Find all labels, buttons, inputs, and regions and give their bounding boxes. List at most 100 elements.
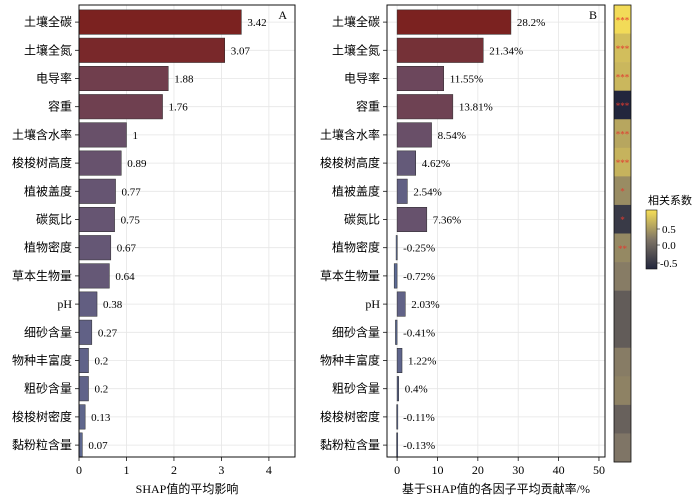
correlation-cell (614, 404, 631, 434)
data-label: 0.2 (94, 356, 108, 368)
data-label: 2.54% (413, 186, 441, 198)
data-label: 0.38 (103, 299, 123, 311)
significance-marker: *** (616, 101, 630, 111)
y-tick-label: 物种丰富度 (320, 353, 380, 368)
y-tick-label: 梭梭树密度 (12, 409, 72, 424)
correlation-cell (614, 347, 631, 377)
data-label: 21.34% (489, 45, 523, 57)
x-tick-label: 30 (512, 463, 524, 477)
y-tick-label: 草本生物量 (12, 269, 72, 283)
colorbar-title: 相关系数 (648, 193, 692, 207)
data-label: 1.88 (174, 74, 194, 86)
data-label: -0.41% (403, 327, 435, 339)
bar (396, 150, 416, 176)
bar (78, 263, 110, 289)
bar (78, 319, 93, 345)
correlation-cell (614, 290, 631, 320)
data-label: -0.72% (403, 271, 435, 283)
bar (78, 376, 89, 402)
data-label: 0.77 (122, 186, 142, 198)
significance-marker: * (620, 187, 625, 197)
y-tick-label: 土壤全氮 (24, 42, 72, 57)
colorbar-tick-high: 0.5 (662, 224, 676, 236)
correlation-cell (614, 119, 631, 149)
data-label: -0.25% (403, 243, 435, 255)
data-label: 8.54% (438, 130, 466, 142)
y-tick-label: pH (365, 297, 380, 311)
bar (396, 404, 399, 430)
correlation-strip-frame (613, 4, 632, 463)
y-tick-label: 粗砂含量 (24, 381, 72, 396)
data-label: 0.27 (98, 327, 118, 339)
data-label: 0.67 (117, 243, 137, 255)
x-tick-label: 2 (171, 463, 177, 477)
y-tick-label: 草本生物量 (320, 269, 380, 283)
x-tick-label: 50 (593, 463, 605, 477)
y-tick-label: 土壤全碳 (24, 14, 72, 29)
bar (78, 37, 225, 63)
correlation-cell (614, 262, 631, 291)
bar (393, 263, 398, 289)
bar (78, 150, 122, 176)
x-tick-label: 20 (472, 463, 484, 477)
x-tick-label: 3 (218, 463, 224, 477)
bar (395, 319, 398, 345)
data-label: 1.22% (408, 356, 436, 368)
bar (396, 207, 428, 232)
colorbar-gradient (645, 209, 658, 270)
bar (395, 235, 398, 261)
correlation-cell (614, 62, 631, 91)
significance-marker: ** (618, 244, 628, 254)
data-label: 0.64 (115, 271, 135, 283)
data-label: 2.03% (411, 299, 439, 311)
significance-marker: *** (616, 44, 630, 54)
data-label: 0.07 (88, 440, 108, 452)
y-tick-label: 物种丰富度 (12, 353, 72, 368)
x-tick-label: 0 (76, 463, 82, 477)
bar (396, 94, 454, 120)
data-label: 0.2 (94, 384, 108, 396)
y-tick-label: 土壤全碳 (332, 14, 380, 29)
bar (396, 9, 512, 35)
panel-a: 3.42 3.07 1.88 1.76 1 0.89 0.77 0.75 0.67 0.64 0.3… (12, 4, 296, 496)
data-label: 1.76 (169, 102, 189, 114)
significance-marker: *** (616, 72, 630, 82)
y-tick-label: 植被盖度 (332, 183, 380, 198)
correlation-cell (614, 5, 631, 34)
bar (78, 404, 86, 430)
bar (396, 291, 406, 317)
correlation-cell (614, 319, 631, 349)
bar (78, 9, 242, 35)
bar (78, 178, 116, 204)
y-tick-label: 土壤含水率 (12, 127, 72, 142)
data-label: -0.13% (403, 440, 435, 452)
y-tick-label: 容重 (356, 99, 380, 114)
bar (396, 432, 399, 458)
data-label: 3.42 (247, 17, 266, 29)
y-tick-label: 电导率 (344, 71, 380, 86)
data-label: 28.2% (517, 17, 545, 29)
bar (396, 348, 403, 373)
bar (78, 94, 163, 120)
panel-b: 28.2% 21.34% 11.55% 13.81% 8.54% 4.62% 2.54% 7.… (320, 4, 606, 496)
panel-a-label: A (278, 8, 287, 22)
y-tick-label: pH (57, 297, 72, 311)
bar (396, 122, 432, 148)
data-label: 13.81% (459, 102, 493, 114)
colorbar-tick-zero: 0.0 (662, 240, 676, 252)
y-tick-label: 容重 (48, 99, 72, 114)
data-label: 11.55% (450, 74, 484, 86)
bar (78, 235, 112, 261)
x-tick-label: 40 (553, 463, 565, 477)
correlation-cell (614, 433, 631, 463)
y-tick-label: 细砂含量 (24, 324, 72, 339)
data-label: 1 (132, 130, 138, 142)
correlation-cell (614, 233, 631, 263)
colorbar: 相关系数 0.5 0.0 -0.5 (645, 193, 692, 270)
data-label: 0.75 (121, 215, 141, 227)
y-tick-label: 土壤全氮 (332, 42, 380, 57)
y-tick-label: 梭梭树高度 (12, 155, 72, 170)
panel-a-xlabel: SHAP值的平均影响 (136, 481, 239, 496)
x-tick-label: 1 (123, 463, 129, 477)
